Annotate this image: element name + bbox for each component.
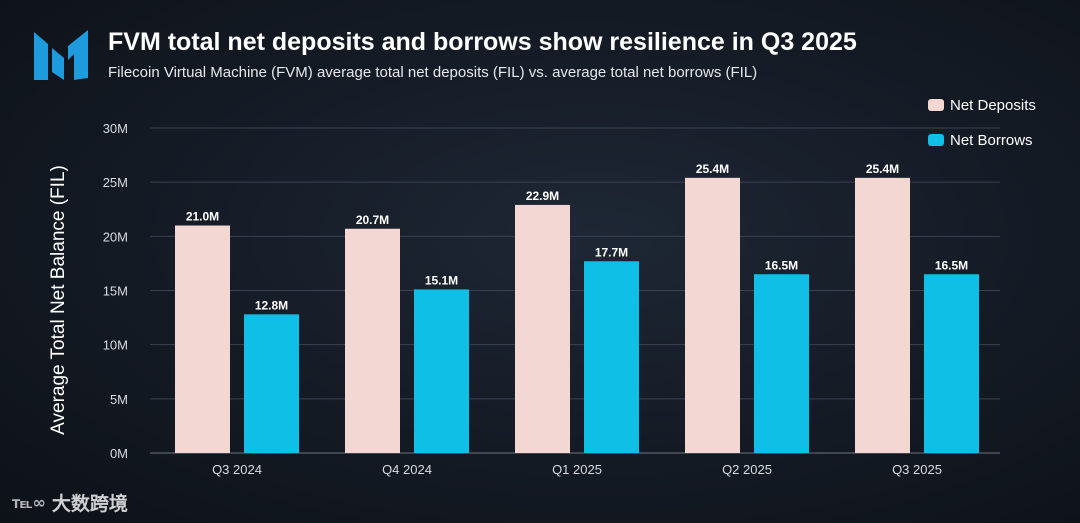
data-label: 12.8M xyxy=(255,298,288,312)
y-axis: 0M 5M 10M 15M 20M 25M 30M xyxy=(103,121,128,461)
data-label: 15.1M xyxy=(425,273,458,287)
bar-net-borrows xyxy=(244,314,299,453)
data-label: 20.7M xyxy=(356,213,389,227)
y-tick-label: 0M xyxy=(110,446,128,461)
data-label-layer: 21.0M 12.8M 20.7M 15.1M 22.9M 17.7M 25.4M 16.5M… xyxy=(186,162,968,313)
bar-net-borrows xyxy=(924,274,979,453)
legend-item-net-deposits: Net Deposits xyxy=(928,95,1036,115)
data-label: 16.5M xyxy=(935,258,968,272)
bar-net-deposits xyxy=(685,177,740,454)
watermark-text: 大数跨境 xyxy=(51,494,128,515)
watermark: ℡∞ 大数跨境 xyxy=(12,489,128,516)
legend-swatch-net-deposits xyxy=(928,99,944,111)
data-label: 17.7M xyxy=(595,245,628,259)
y-tick-label: 15M xyxy=(103,284,128,299)
data-label: 21.0M xyxy=(186,210,219,224)
bar-net-borrows xyxy=(584,261,639,453)
brand-glyph-icon: ℡∞ xyxy=(12,493,46,512)
y-tick-label: 25M xyxy=(103,175,128,190)
bar-net-deposits xyxy=(175,225,230,453)
data-label: 25.4M xyxy=(696,162,729,176)
legend-item-net-borrows: Net Borrows xyxy=(928,130,1036,150)
bar-net-borrows xyxy=(414,289,469,453)
legend: Net Deposits Net Borrows xyxy=(928,95,1036,165)
brand-logo-icon xyxy=(34,30,88,80)
bar-net-deposits xyxy=(515,204,570,453)
data-label: 22.9M xyxy=(526,189,559,203)
data-label: 16.5M xyxy=(765,258,798,272)
y-tick-label: 20M xyxy=(103,229,128,244)
bar-net-borrows xyxy=(754,274,809,453)
bar-net-deposits xyxy=(855,177,910,454)
bar-net-deposits xyxy=(345,228,400,453)
x-axis: Q3 2024 Q4 2024 Q1 2025 Q2 2025 Q3 2025 xyxy=(212,462,942,477)
legend-label: Net Deposits xyxy=(950,96,1036,114)
x-tick-label: Q3 2024 xyxy=(212,462,262,477)
x-tick-label: Q3 2025 xyxy=(892,462,942,477)
x-tick-label: Q2 2025 xyxy=(722,462,772,477)
legend-swatch-net-borrows xyxy=(928,134,944,146)
legend-label: Net Borrows xyxy=(950,131,1033,149)
x-tick-label: Q4 2024 xyxy=(382,462,432,477)
y-tick-label: 10M xyxy=(103,338,128,353)
page-title: FVM total net deposits and borrows show … xyxy=(108,28,857,56)
y-tick-label: 30M xyxy=(103,121,128,136)
page-subtitle: Filecoin Virtual Machine (FVM) average t… xyxy=(108,64,758,81)
y-tick-label: 5M xyxy=(110,392,128,407)
bar-layer xyxy=(175,177,979,454)
x-tick-label: Q1 2025 xyxy=(552,462,602,477)
data-label: 25.4M xyxy=(866,162,899,176)
y-axis-title: Average Total Net Balance (FIL) xyxy=(48,165,69,435)
